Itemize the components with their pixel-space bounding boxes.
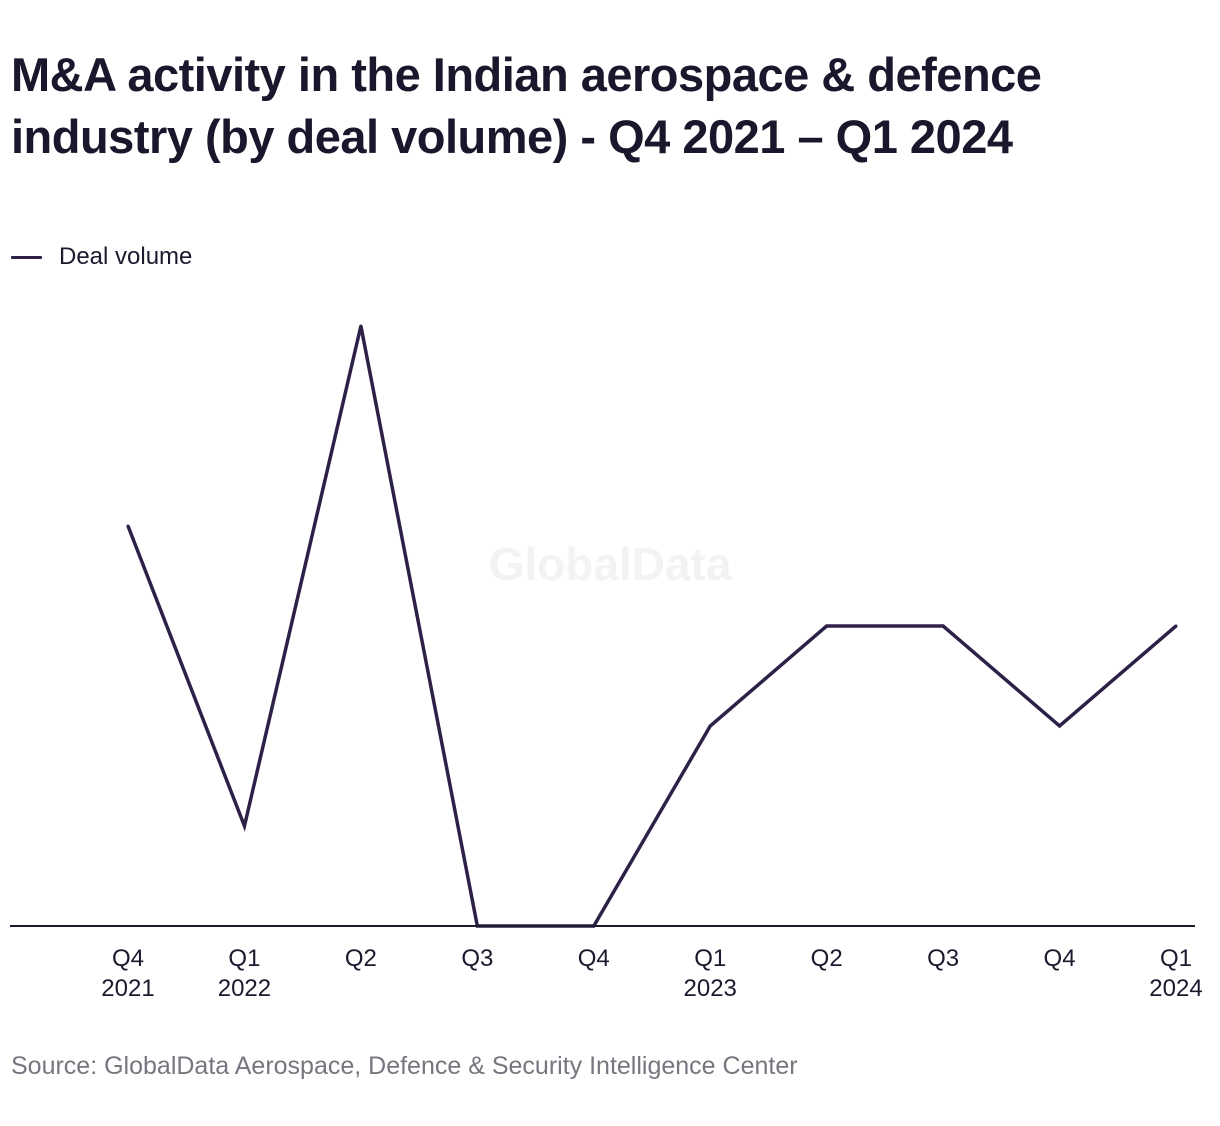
source-note: Source: GlobalData Aerospace, Defence & …	[11, 1052, 798, 1080]
series-layer	[126, 324, 1178, 928]
x-tick-label: Q2	[345, 945, 377, 972]
legend-swatch	[11, 255, 42, 259]
data-point	[708, 724, 712, 728]
x-tick-label: Q3	[927, 945, 959, 972]
x-tick-label: Q4	[578, 945, 610, 972]
x-tick-label: Q2	[811, 945, 843, 972]
data-point	[1058, 724, 1062, 728]
data-point	[1174, 624, 1178, 628]
x-tick-label: Q4 2021	[101, 945, 154, 1002]
watermark-text: GlobalData	[489, 538, 732, 590]
series-line-0	[126, 325, 1178, 928]
data-point	[359, 324, 363, 328]
legend: Deal volume	[11, 240, 192, 274]
x-tick-label: Q4	[1044, 945, 1076, 972]
x-tick-label: Q1 2022	[218, 945, 271, 1002]
x-tick-label: Q1 2023	[684, 945, 737, 1002]
chart-title: M&A activity in the Indian aerospace & d…	[11, 48, 1042, 163]
data-point	[242, 824, 246, 828]
data-point	[126, 524, 130, 528]
legend-label: Deal volume	[59, 243, 193, 270]
data-point	[825, 624, 829, 628]
x-tick-label: Q1 2024	[1149, 945, 1202, 1002]
data-point	[941, 624, 945, 628]
x-tick-label: Q3	[461, 945, 493, 972]
x-axis-ticks: Q4 2021 Q1 2022 Q2 Q3 Q4 Q1 2023 Q2 Q3 Q4 Q1 2024	[101, 945, 1202, 1002]
